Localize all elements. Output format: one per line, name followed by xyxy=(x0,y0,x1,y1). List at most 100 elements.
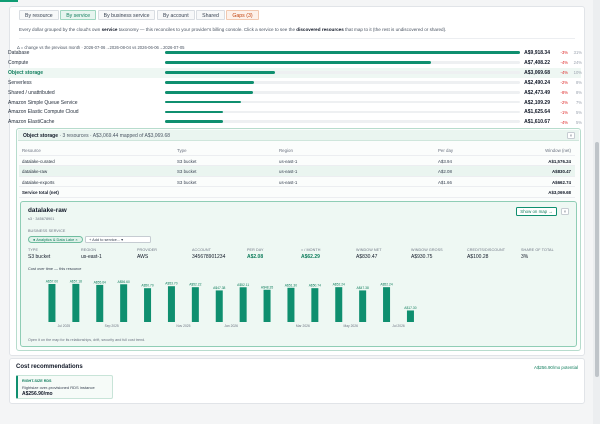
tab-by-account[interactable]: By account xyxy=(156,10,195,20)
add-to-service-label: + Add to service... xyxy=(89,237,121,242)
service-bar-track xyxy=(165,90,520,94)
service-row[interactable]: Database A$9,918.34 -3% 31% xyxy=(8,48,582,58)
service-change: -2% xyxy=(560,80,568,86)
chart-bar[interactable] xyxy=(239,287,247,322)
chart-data-label: A$47.38 xyxy=(357,286,369,290)
service-amount: A$2,109.29 xyxy=(524,99,550,106)
service-share: 8% xyxy=(575,89,582,95)
service-change: -8% xyxy=(560,89,568,95)
table-row[interactable]: datalake-curated S3 bucket us-east-1 A$3… xyxy=(19,156,575,166)
service-name: Amazon Simple Queue Service xyxy=(8,99,78,106)
service-bar-track xyxy=(165,80,520,84)
chart-bar[interactable] xyxy=(120,284,128,322)
chart-title: Cost over time — this resource xyxy=(28,266,82,271)
service-row[interactable]: Serverless A$2,490.24 -2% 8% xyxy=(8,78,582,88)
close-resource-button[interactable]: × xyxy=(561,208,569,215)
chart-bar[interactable] xyxy=(215,290,223,322)
row-window: A$662.74 xyxy=(551,179,571,185)
service-bar xyxy=(165,51,520,54)
service-row[interactable]: Object storage A$3,069.68 -4% 10% xyxy=(8,67,582,78)
table-row[interactable]: datalake-exports S3 bucket us-east-1 A$1… xyxy=(19,177,575,187)
chart-bar[interactable] xyxy=(263,289,271,322)
service-bar xyxy=(165,110,224,114)
tab-by-business-service[interactable]: By business service xyxy=(97,10,156,20)
chart-bar[interactable] xyxy=(359,290,367,322)
chart-tick-label: Jan 2026 xyxy=(224,324,238,328)
service-name: Serverless xyxy=(8,79,32,86)
scrollbar-thumb[interactable] xyxy=(594,142,599,377)
service-share: 31% xyxy=(573,50,582,56)
field-label: CREDITS/DISCOUNT xyxy=(467,248,506,252)
service-share: 7% xyxy=(575,99,582,105)
chart-bar[interactable] xyxy=(191,287,199,322)
chart-bar[interactable] xyxy=(406,310,414,322)
service-row[interactable]: Amazon ElastiCache A$1,610.67 -4% 5% xyxy=(8,117,582,127)
chart-data-label: A$56.60 xyxy=(118,280,130,284)
service-name: Database xyxy=(8,50,30,56)
recommendations-title: Cost recommendations xyxy=(16,364,83,370)
scrollbar[interactable] xyxy=(593,0,600,424)
service-bar xyxy=(165,90,254,94)
row-window: A$1,576.24 xyxy=(548,158,571,164)
service-change: -1% xyxy=(560,109,568,115)
chart-bar[interactable] xyxy=(96,284,104,322)
service-share: 10% xyxy=(573,70,582,76)
service-name: Amazon ElastiCache xyxy=(8,119,55,126)
recommendation-type: RIGHT-SIZE RDS xyxy=(22,379,52,383)
field-value: S3 bucket xyxy=(28,253,51,260)
service-change: -4% xyxy=(560,70,568,76)
service-bar-track xyxy=(165,70,520,74)
service-bar xyxy=(165,100,241,104)
accent-rule xyxy=(0,0,18,2)
service-name: Amazon Elastic Compute Cloud xyxy=(8,109,79,116)
table-row-selected[interactable]: datalake-raw S3 bucket us-east-1 A$2.08 … xyxy=(19,166,575,177)
service-row[interactable]: Compute A$7,408.22 -4% 24% xyxy=(8,58,582,68)
row-type: S3 bucket xyxy=(177,169,197,174)
tab-gaps[interactable]: Gaps (3) xyxy=(226,10,259,20)
service-row[interactable]: Amazon Simple Queue Service A$2,109.29 -2%… xyxy=(8,98,582,108)
service-row[interactable]: Amazon Elastic Compute Cloud A$1,625.64 -1… xyxy=(8,107,582,117)
chart-bar[interactable] xyxy=(144,288,152,322)
service-amount: A$1,610.67 xyxy=(524,119,550,126)
chart-bar[interactable] xyxy=(167,286,175,322)
field-label: ACCOUNT xyxy=(192,248,211,252)
chart-bar[interactable] xyxy=(72,283,80,322)
resource-id: s3 · 345678901 xyxy=(28,217,55,221)
chart-tick-label: Nov 2025 xyxy=(176,324,190,328)
add-to-service-select[interactable]: + Add to service... ▾ xyxy=(85,236,151,243)
tab-by-resource[interactable]: By resource xyxy=(19,10,59,20)
chart-bar[interactable] xyxy=(383,287,391,322)
tab-shared[interactable]: Shared xyxy=(196,10,225,20)
chart-data-label: A$52.24 xyxy=(380,283,392,287)
business-service-chip[interactable]: ● Analytics & Data Lake × xyxy=(28,236,83,243)
service-bar-track xyxy=(165,51,520,54)
view-tabs: By resource By service By business servi… xyxy=(19,10,260,20)
recommendations-panel: Cost recommendations A$256.90/mo potenti… xyxy=(9,358,585,404)
row-type: S3 bucket xyxy=(177,179,197,185)
total-value: A$3,069.68 xyxy=(548,190,571,195)
show-on-map-button[interactable]: Show on map → xyxy=(516,207,557,216)
close-detail-button[interactable]: × xyxy=(567,132,575,139)
recommendation-card[interactable]: RIGHT-SIZE RDS Rightsize over-provisione… xyxy=(16,375,113,399)
business-service-label: BUSINESS SERVICE xyxy=(28,229,66,233)
col-resource: Resource xyxy=(22,148,41,153)
tab-by-service[interactable]: By service xyxy=(60,10,97,20)
field-value: A$830.47 xyxy=(356,253,378,260)
field-label: PER DAY xyxy=(247,248,264,252)
field-value: A$100.28 xyxy=(467,253,489,260)
row-per-day: A$1.66 xyxy=(438,179,452,185)
service-bar-track xyxy=(165,61,520,64)
chart-data-label: A$52.22 xyxy=(189,283,201,287)
field-label: PROVIDER xyxy=(137,248,158,252)
chart-bar[interactable] xyxy=(287,287,295,322)
chart-bar[interactable] xyxy=(311,288,319,322)
service-detail-header: Object storage · 3 resources · A$3,069.4… xyxy=(18,130,579,141)
chart-bar[interactable] xyxy=(335,287,343,322)
chart-bar[interactable] xyxy=(48,284,56,322)
service-row[interactable]: Shared / unattributed A$2,473.49 -8% 8% xyxy=(8,88,582,98)
chart-data-label: A$53.70 xyxy=(165,282,177,286)
chart-data-label: A$55.64 xyxy=(94,280,106,284)
chart-tick-label: Jul 2025 xyxy=(58,324,71,328)
field-label: ≈ / MONTH xyxy=(301,248,321,252)
